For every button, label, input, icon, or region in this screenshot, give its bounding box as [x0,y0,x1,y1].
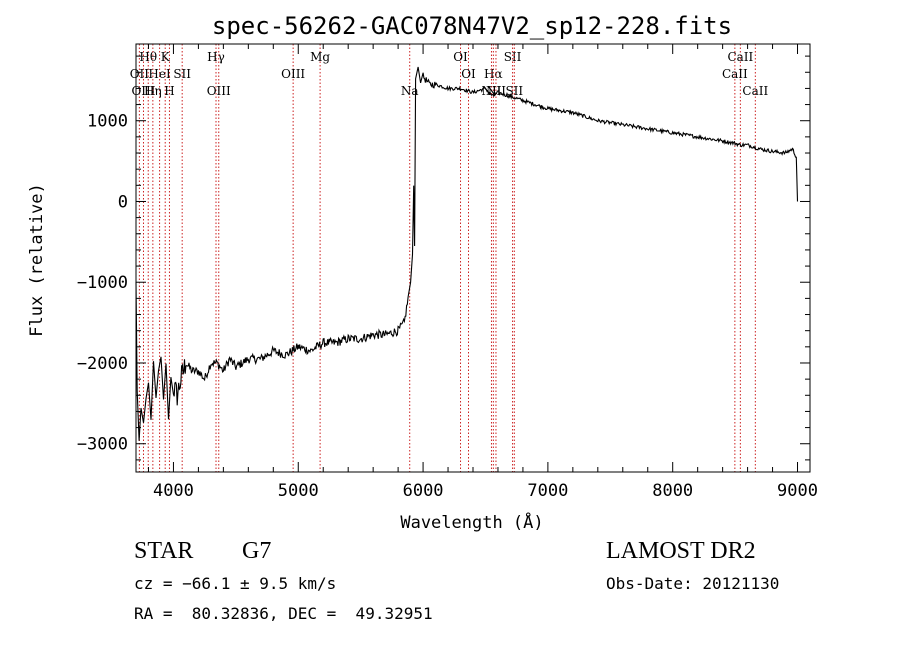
line-marker-label: OI [461,67,476,81]
line-marker-label: OIII [131,84,155,98]
line-marker-label: SII [173,67,191,81]
y-axis-label: Flux (relative) [27,183,47,337]
survey-name: LAMOST DR2 [606,538,756,564]
x-tick-label: 8000 [652,481,693,501]
line-marker-label: SII [505,84,523,98]
redshift-value: cz = −66.1 ± 9.5 km/s [134,574,337,593]
y-tick-label: −3000 [77,435,128,455]
y-tick-label: −2000 [77,354,128,374]
spectrum-series-line [135,66,799,441]
line-marker-label: NII [481,84,501,98]
line-marker-label: CaII [742,84,768,98]
coordinates: RA = 80.32836, DEC = 49.32951 [134,604,433,623]
x-tick-label: 5000 [278,481,319,501]
line-marker-label: OII [130,67,150,81]
object-class: STAR [134,538,194,564]
line-marker-label: Hα [484,67,503,81]
plot-frame [135,43,811,473]
line-marker-label: CaII [727,50,753,64]
chart-title: spec-56262-GAC078N47V2_sp12-228.fits [212,12,732,40]
line-marker-label: SII [504,50,522,64]
line-marker-label: OI [453,50,468,64]
line-marker-label: H [164,84,174,98]
line-marker-label: Mg [310,50,330,64]
line-marker-label: OIII [207,84,231,98]
x-tick-label: 7000 [527,481,568,501]
line-marker-label: HeI [148,67,171,81]
y-tick-label: 0 [118,192,128,212]
observation-date: Obs-Date: 20121130 [606,574,780,593]
line-marker-label: Hγ [207,50,225,64]
x-tick-label: 9000 [777,481,818,501]
line-marker-label: CaII [722,67,748,81]
line-marker-label: Na [401,84,419,98]
line-marker-label: K [161,50,171,64]
x-tick-label: 4000 [153,481,194,501]
plot-axes: 4000 5000 6000 7000 8000 9000 −3000 −2000 −1000 0… [77,43,818,501]
line-marker-label: Hη [144,84,162,98]
y-tick-label: 1000 [87,112,128,132]
line-marker-label: OIII [281,67,305,81]
object-subclass: G7 [242,538,272,564]
line-marker-label: Hθ [139,50,157,64]
x-axis-label: Wavelength (Å) [400,511,543,533]
y-tick-label: −1000 [77,273,128,293]
x-tick-label: 6000 [403,481,444,501]
